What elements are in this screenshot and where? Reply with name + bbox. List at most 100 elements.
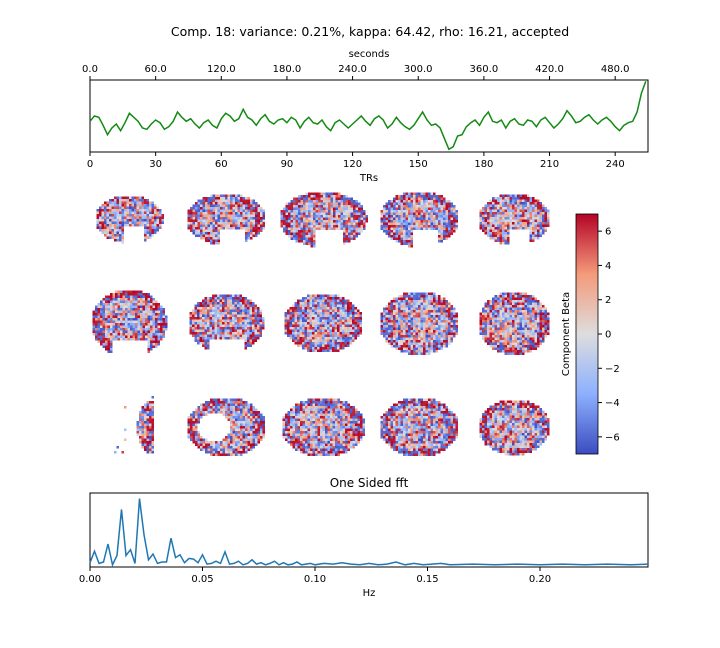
voxel: [497, 232, 500, 235]
voxel: [142, 300, 145, 303]
voxel: [522, 320, 525, 323]
voxel: [109, 229, 112, 232]
voxel: [314, 324, 317, 327]
voxel: [420, 320, 423, 323]
voxel: [293, 212, 296, 215]
voxel: [297, 317, 300, 320]
voxel: [353, 215, 356, 218]
voxel: [245, 214, 248, 217]
voxel: [353, 222, 356, 225]
voxel: [232, 337, 235, 340]
voxel: [149, 221, 152, 224]
voxel: [529, 224, 532, 227]
voxel: [502, 224, 505, 227]
voxel: [137, 305, 140, 308]
voxel: [215, 219, 218, 222]
voxel: [120, 318, 123, 321]
voxel: [448, 335, 451, 338]
voxel: [107, 315, 110, 318]
voxel: [527, 199, 530, 202]
voxel: [433, 325, 436, 328]
voxel: [303, 235, 306, 238]
voxel: [124, 201, 127, 204]
voxel: [350, 230, 353, 233]
voxel: [116, 224, 119, 227]
voxel: [487, 300, 490, 303]
voxel: [219, 312, 222, 315]
voxel: [413, 202, 416, 205]
voxel: [202, 329, 205, 332]
voxel: [435, 342, 438, 345]
voxel: [357, 309, 360, 312]
voxel: [329, 297, 332, 300]
voxel: [413, 205, 416, 208]
voxel: [423, 302, 426, 305]
voxel: [224, 322, 227, 325]
voxel: [320, 202, 323, 205]
voxel: [115, 293, 118, 296]
voxel: [247, 214, 250, 217]
voxel: [252, 312, 255, 315]
voxel: [390, 302, 393, 305]
voxel: [212, 204, 215, 207]
voxel: [100, 330, 103, 333]
voxel: [413, 307, 416, 310]
voxel: [144, 199, 147, 202]
voxel: [507, 237, 510, 240]
voxel: [124, 219, 127, 222]
voxel: [524, 305, 527, 308]
voxel: [298, 232, 301, 235]
voxel: [337, 297, 340, 300]
voxel: [423, 327, 426, 330]
voxel: [453, 335, 456, 338]
voxel: [347, 317, 350, 320]
voxel: [534, 232, 537, 235]
voxel: [225, 194, 228, 197]
voxel: [232, 322, 235, 325]
voxel: [318, 227, 321, 230]
voxel: [156, 206, 159, 209]
voxel: [217, 302, 220, 305]
voxel: [487, 325, 490, 328]
voxel: [390, 207, 393, 210]
voxel: [502, 295, 505, 298]
voxel: [522, 217, 525, 220]
voxel: [141, 211, 144, 214]
voxel: [484, 219, 487, 222]
voxel: [450, 232, 453, 235]
voxel: [97, 335, 100, 338]
voxel: [298, 210, 301, 213]
voxel: [340, 210, 343, 213]
voxel: [440, 305, 443, 308]
voxel: [157, 323, 160, 326]
voxel: [489, 302, 492, 305]
voxel: [455, 325, 458, 328]
voxel: [117, 310, 120, 313]
voxel: [342, 307, 345, 310]
voxel: [453, 330, 456, 333]
voxel: [122, 310, 125, 313]
voxel: [308, 220, 311, 223]
voxel: [355, 212, 358, 215]
voxel: [363, 222, 366, 225]
voxel: [400, 317, 403, 320]
voxel: [504, 219, 507, 222]
voxel: [332, 327, 335, 330]
voxel: [450, 220, 453, 223]
voxel: [425, 295, 428, 298]
voxel: [522, 295, 525, 298]
voxel: [524, 224, 527, 227]
voxel: [517, 217, 520, 220]
voxel: [514, 330, 517, 333]
voxel: [322, 329, 325, 332]
voxel: [305, 195, 308, 198]
voxel: [504, 209, 507, 212]
voxel: [395, 332, 398, 335]
voxel: [215, 197, 218, 200]
voxel: [302, 329, 305, 332]
voxel: [398, 340, 401, 343]
voxel: [161, 216, 164, 219]
voxel: [509, 207, 512, 210]
voxel: [415, 315, 418, 318]
voxel: [297, 302, 300, 305]
